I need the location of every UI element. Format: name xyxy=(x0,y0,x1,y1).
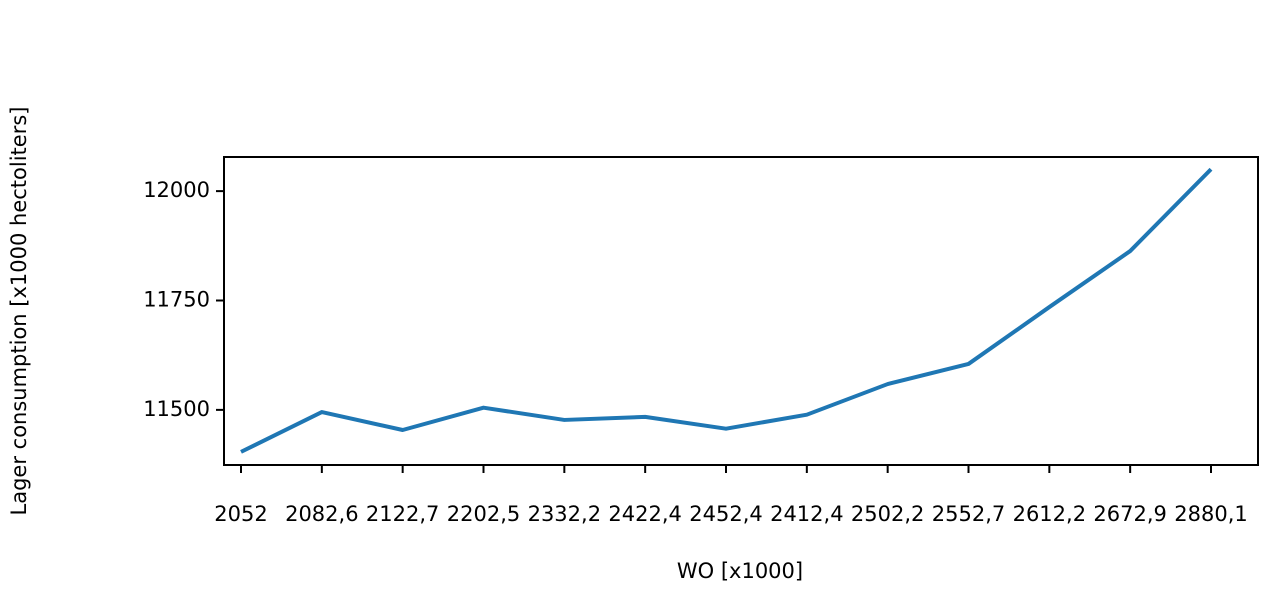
x-tick-label: 2502,2 xyxy=(851,502,924,526)
x-tick-label: 2332,2 xyxy=(528,502,601,526)
x-tick-label: 2452,4 xyxy=(689,502,762,526)
x-tick-label: 2880,1 xyxy=(1174,502,1247,526)
x-tick-label: 2412,4 xyxy=(770,502,843,526)
y-axis-label: Lager consumption [x1000 hectoliters] xyxy=(7,107,31,516)
x-tick-label: 2082,6 xyxy=(285,502,358,526)
y-tick-label: 11750 xyxy=(143,288,210,312)
y-tick-label: 11500 xyxy=(143,397,210,421)
x-tick-label: 2612,2 xyxy=(1013,502,1086,526)
x-tick-label: 2422,4 xyxy=(608,502,681,526)
data-line xyxy=(240,167,1213,454)
x-tick-label: 2202,5 xyxy=(447,502,520,526)
x-tick-label: 2052 xyxy=(214,502,267,526)
y-tick-label: 12000 xyxy=(143,178,210,202)
x-axis-label: WO [x1000] xyxy=(677,559,803,583)
x-tick-label: 2122,7 xyxy=(366,502,439,526)
plot-frame xyxy=(223,156,1259,466)
x-tick-label: 2672,9 xyxy=(1093,502,1166,526)
x-tick-label: 2552,7 xyxy=(932,502,1005,526)
